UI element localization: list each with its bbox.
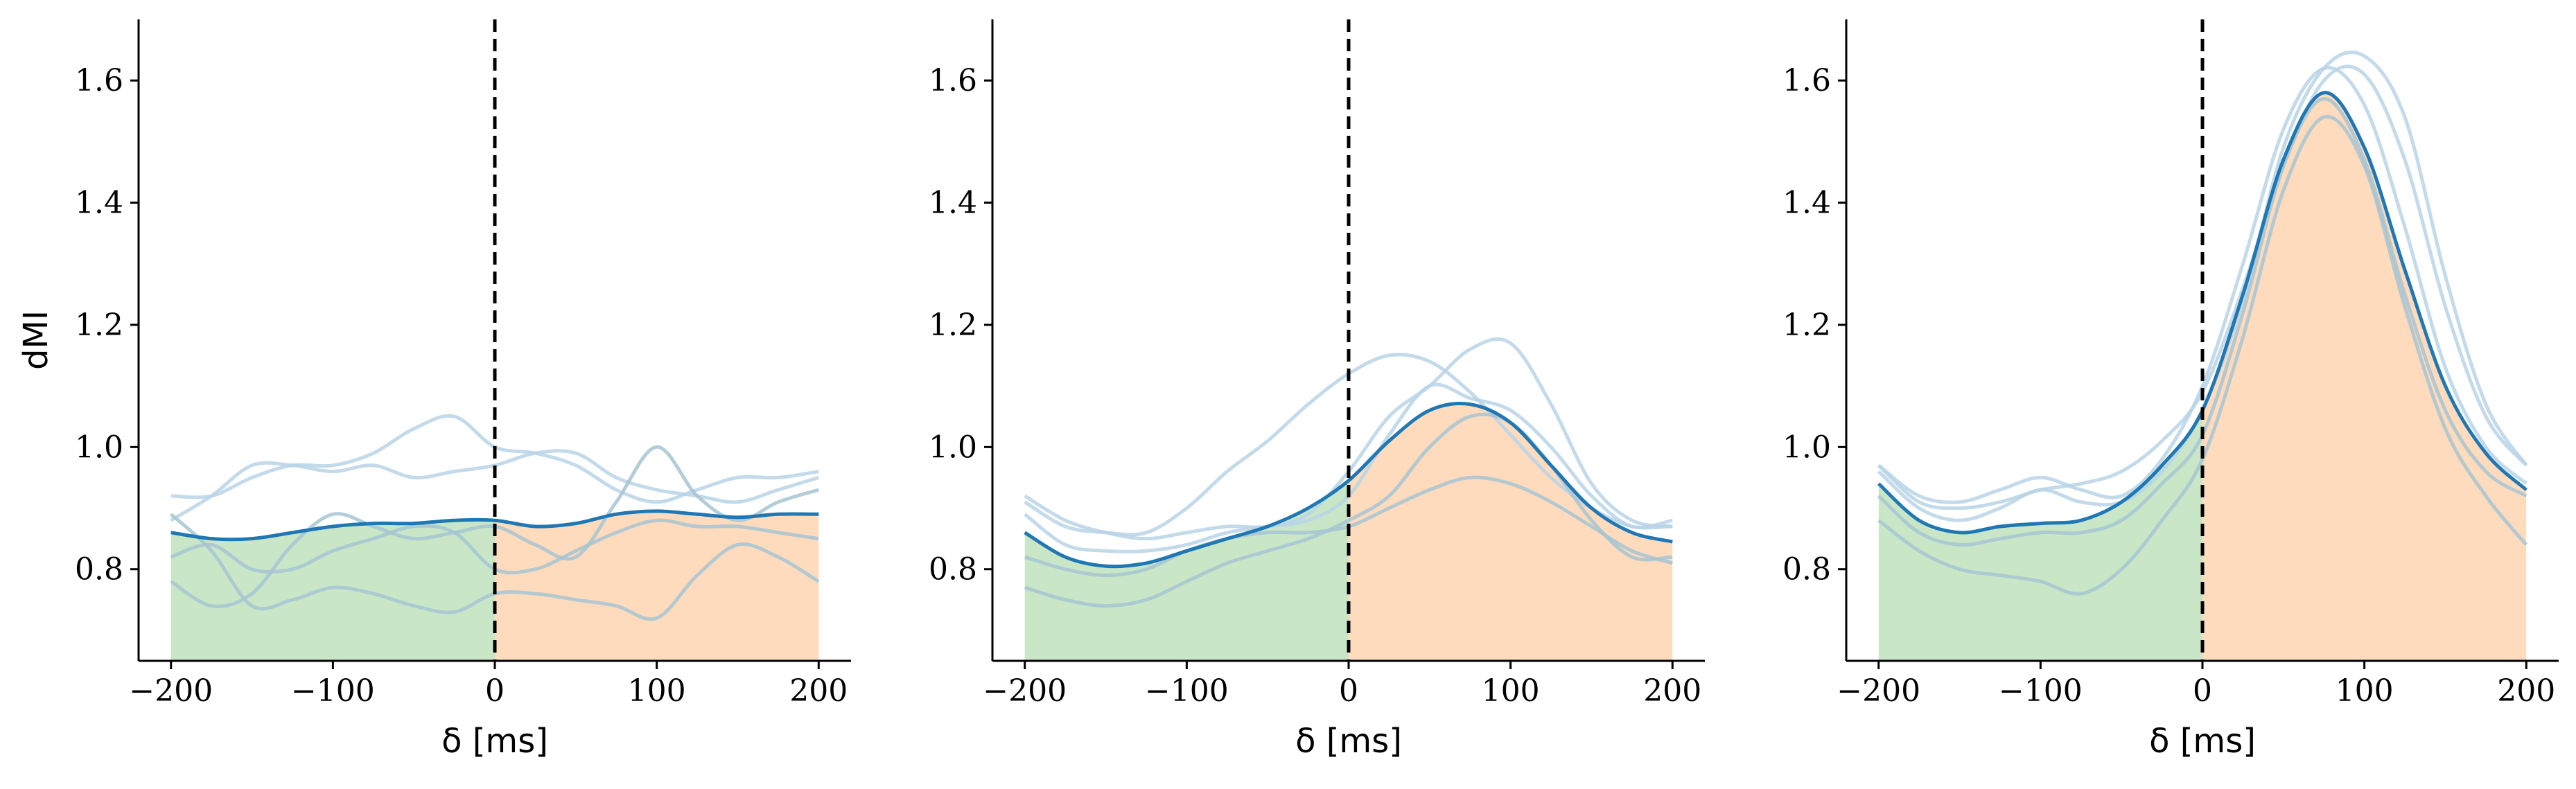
y-tick-label: 1.4: [1782, 186, 1831, 221]
x-tick-label: 0: [485, 673, 505, 709]
y-tick-label: 0.8: [75, 552, 123, 587]
x-tick-label: −100: [1145, 673, 1229, 709]
trial-line-4: [1877, 114, 2528, 596]
y-tick-label: 1.0: [1782, 429, 1831, 465]
y-tick-label: 1.0: [75, 429, 123, 465]
y-tick-label: 0.8: [929, 552, 977, 587]
y-axis-label: dMI: [17, 310, 55, 370]
y-tick-label: 1.6: [75, 63, 123, 98]
y-tick-label: 1.4: [75, 186, 123, 221]
y-tick-label: 1.2: [75, 308, 123, 343]
x-tick-label: −200: [129, 673, 213, 709]
x-tick-label: 100: [2336, 673, 2394, 709]
area-before-zero: [1024, 480, 1349, 661]
area-before-zero: [170, 520, 496, 661]
x-tick-label: −200: [1837, 673, 1920, 709]
x-tick-label: 200: [1643, 673, 1701, 709]
area-before-zero: [1878, 410, 2203, 661]
mean-line: [1024, 402, 1673, 569]
trial-line-1: [1877, 64, 2528, 511]
x-tick-label: 200: [2497, 673, 2555, 709]
x-tick-label: −100: [291, 673, 375, 709]
y-tick-label: 0.8: [1782, 552, 1831, 587]
mean-line: [1877, 91, 2527, 535]
trial-line-1: [170, 414, 819, 504]
x-tick-label: −100: [1999, 673, 2083, 709]
panel-left: −200 −100 0 100 200 0.8 1.0 1.2 1.4 1.6 δ [ms] dM…: [17, 19, 851, 761]
x-axis-label: δ [ms]: [441, 722, 548, 761]
x-tick-label: 200: [789, 673, 848, 709]
trial-line-3: [1877, 50, 2528, 522]
x-tick-label: 100: [1482, 673, 1540, 709]
y-tick-label: 1.6: [1782, 63, 1831, 98]
x-axis-label: δ [ms]: [1295, 722, 1402, 761]
area-after-zero: [2202, 92, 2527, 661]
y-tick-label: 1.6: [929, 63, 977, 98]
trial-line-5: [1877, 97, 2527, 547]
x-tick-label: 0: [2193, 673, 2212, 709]
x-axis-label: δ [ms]: [2149, 722, 2256, 761]
x-tick-label: 0: [1339, 673, 1358, 709]
y-tick-label: 1.2: [1782, 308, 1831, 343]
trial-line-2: [1024, 337, 1673, 541]
trial-line-3: [170, 445, 820, 608]
trial-line-5: [1024, 475, 1674, 578]
x-tick-label: 100: [628, 673, 686, 709]
trial-line-3: [1024, 382, 1673, 553]
panel-middle: −200 −100 0 100 200 0.8 1.0 1.2 1.4 1.6 δ [ms]: [929, 19, 1705, 761]
area-after-zero: [495, 511, 819, 661]
trial-line-2: [170, 449, 820, 522]
area-after-zero: [1349, 403, 1673, 661]
y-tick-label: 1.2: [929, 308, 977, 343]
mean-line: [170, 509, 819, 542]
trial-line-4: [1024, 412, 1673, 608]
panel-right: −200 −100 0 100 200 0.8 1.0 1.2 1.4 1.6 δ [ms]: [1782, 19, 2559, 761]
trial-line-2: [1877, 66, 2527, 504]
x-tick-label: −200: [983, 673, 1067, 709]
y-tick-label: 1.0: [929, 429, 977, 465]
y-tick-label: 1.4: [929, 186, 977, 221]
